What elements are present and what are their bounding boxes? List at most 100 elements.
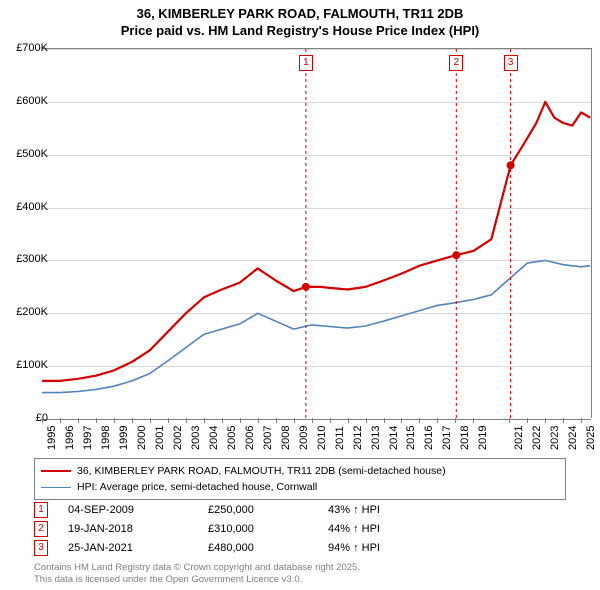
legend-label-hpi: HPI: Average price, semi-detached house,… xyxy=(77,481,317,493)
footer-line-2: This data is licensed under the Open Gov… xyxy=(34,574,360,586)
sale-flag: 3 xyxy=(504,55,518,71)
legend-row-subject: 36, KIMBERLEY PARK ROAD, FALMOUTH, TR11 … xyxy=(41,463,559,479)
x-tick-mark xyxy=(509,418,510,423)
x-tick-label: 2002 xyxy=(172,426,184,450)
x-tick-label: 1998 xyxy=(100,426,112,450)
x-tick-mark xyxy=(42,418,43,423)
sale-point xyxy=(507,161,515,169)
x-tick-label: 2013 xyxy=(370,426,382,450)
legend-box: 36, KIMBERLEY PARK ROAD, FALMOUTH, TR11 … xyxy=(34,458,566,500)
x-tick-mark xyxy=(222,418,223,423)
sale-point xyxy=(302,283,310,291)
sales-date: 04-SEP-2009 xyxy=(68,504,208,516)
x-tick-label: 2018 xyxy=(459,426,471,450)
y-tick-label: £600K xyxy=(8,95,48,107)
x-tick-mark xyxy=(330,418,331,423)
sales-row: 1 04-SEP-2009£250,00043% ↑ HPI xyxy=(34,500,380,519)
sales-hpi: 94% ↑ HPI xyxy=(328,542,380,554)
x-tick-mark xyxy=(473,418,474,423)
x-tick-mark xyxy=(96,418,97,423)
x-tick-label: 1997 xyxy=(82,426,94,450)
sales-row: 3 25-JAN-2021£480,00094% ↑ HPI xyxy=(34,538,380,557)
x-tick-mark xyxy=(168,418,169,423)
legend-swatch-hpi xyxy=(41,487,71,488)
x-tick-label: 2007 xyxy=(262,426,274,450)
x-tick-mark xyxy=(150,418,151,423)
x-tick-mark xyxy=(437,418,438,423)
x-tick-mark xyxy=(348,418,349,423)
sales-price: £310,000 xyxy=(208,523,328,535)
line-subject xyxy=(42,102,590,381)
x-tick-label: 2024 xyxy=(567,426,579,450)
x-tick-label: 2016 xyxy=(423,426,435,450)
x-tick-label: 2011 xyxy=(334,426,346,450)
y-tick-label: £700K xyxy=(8,42,48,54)
sales-date: 19-JAN-2018 xyxy=(68,523,208,535)
x-tick-label: 2004 xyxy=(208,426,220,450)
footer-attribution: Contains HM Land Registry data © Crown c… xyxy=(34,562,360,586)
x-tick-label: 2005 xyxy=(226,426,238,450)
sales-date: 25-JAN-2021 xyxy=(68,542,208,554)
x-tick-label: 1996 xyxy=(64,426,76,450)
x-tick-mark xyxy=(294,418,295,423)
x-tick-mark xyxy=(545,418,546,423)
sales-row: 219-JAN-2018£310,00044% ↑ HPI xyxy=(34,519,380,538)
sale-flag: 2 xyxy=(449,55,463,71)
x-tick-mark xyxy=(78,418,79,423)
x-tick-label: 2021 xyxy=(513,426,525,450)
x-tick-label: 2012 xyxy=(352,426,364,450)
title-line-2: Price paid vs. HM Land Registry's House … xyxy=(0,23,600,40)
x-axis-ticks: 1995 1996 1997 1998 1999 2000 2001 2002 2003 2004… xyxy=(42,418,592,458)
x-tick-mark xyxy=(401,418,402,423)
x-tick-mark xyxy=(276,418,277,423)
y-tick-label: £500K xyxy=(8,148,48,160)
y-tick-label: £200K xyxy=(8,306,48,318)
x-tick-mark xyxy=(455,418,456,423)
sales-num: 1 xyxy=(34,502,48,518)
sale-flag: 1 xyxy=(299,55,313,71)
x-tick-label: 1999 xyxy=(118,426,130,450)
x-tick-label: 1995 xyxy=(46,426,58,450)
x-tick-mark xyxy=(527,418,528,423)
x-tick-mark xyxy=(258,418,259,423)
x-tick-mark xyxy=(186,418,187,423)
legend-label-subject: 36, KIMBERLEY PARK ROAD, FALMOUTH, TR11 … xyxy=(77,465,446,477)
legend-row-hpi: HPI: Average price, semi-detached house,… xyxy=(41,479,559,495)
x-tick-mark xyxy=(581,418,582,423)
chart-svg xyxy=(42,49,591,418)
x-tick-label: 2023 xyxy=(549,426,561,450)
x-tick-mark xyxy=(419,418,420,423)
x-tick-label: 2015 xyxy=(405,426,417,450)
x-tick-mark xyxy=(204,418,205,423)
sale-point xyxy=(452,251,460,259)
x-tick-label: 2025 xyxy=(585,426,597,450)
x-tick-mark xyxy=(312,418,313,423)
sales-table: 1 04-SEP-2009£250,00043% ↑ HPI 219-JAN-201… xyxy=(34,500,380,557)
x-tick-mark xyxy=(563,418,564,423)
x-tick-label: 2003 xyxy=(190,426,202,450)
sales-hpi: 43% ↑ HPI xyxy=(328,504,380,516)
legend-swatch-subject xyxy=(41,470,71,472)
sales-price: £480,000 xyxy=(208,542,328,554)
x-tick-label: 2022 xyxy=(531,426,543,450)
x-tick-label: 2014 xyxy=(388,426,400,450)
sales-num: 3 xyxy=(34,540,48,556)
x-tick-label: 2000 xyxy=(136,426,148,450)
x-tick-mark xyxy=(240,418,241,423)
chart-container: 36, KIMBERLEY PARK ROAD, FALMOUTH, TR11 … xyxy=(0,0,600,590)
line-hpi xyxy=(42,260,590,392)
x-tick-mark xyxy=(60,418,61,423)
x-tick-label: 2006 xyxy=(244,426,256,450)
x-tick-label: 2009 xyxy=(298,426,310,450)
x-tick-label: 2017 xyxy=(441,426,453,450)
y-tick-label: £300K xyxy=(8,253,48,265)
x-tick-label: 2008 xyxy=(280,426,292,450)
x-tick-label: 2019 xyxy=(477,426,489,450)
x-tick-mark xyxy=(366,418,367,423)
x-tick-label: 2001 xyxy=(154,426,166,450)
x-tick-mark xyxy=(114,418,115,423)
title-line-1: 36, KIMBERLEY PARK ROAD, FALMOUTH, TR11 … xyxy=(0,6,600,23)
sales-price: £250,000 xyxy=(208,504,328,516)
x-tick-label: 2010 xyxy=(316,426,328,450)
y-tick-label: £100K xyxy=(8,359,48,371)
